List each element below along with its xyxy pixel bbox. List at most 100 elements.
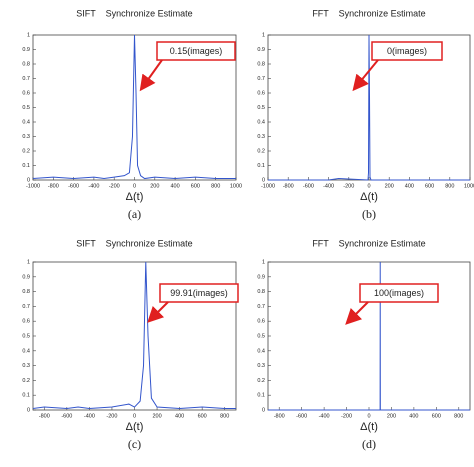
x-tick-label: -600 bbox=[296, 413, 307, 419]
x-tick-label: -1000 bbox=[26, 183, 40, 189]
y-tick-label: 0 bbox=[262, 177, 265, 183]
data-line bbox=[268, 34, 470, 181]
caption: (c) bbox=[128, 437, 141, 451]
x-tick-label: -200 bbox=[343, 183, 354, 189]
x-tick-label: 800 bbox=[454, 413, 463, 419]
annotation: 0.15(images) bbox=[170, 46, 223, 56]
y-tick-label: 0.1 bbox=[257, 163, 265, 169]
x-tick-label: -400 bbox=[323, 183, 334, 189]
x-tick-label: -400 bbox=[84, 413, 95, 419]
data-line bbox=[32, 34, 236, 180]
y-tick-label: 1 bbox=[262, 259, 265, 265]
x-tick-label: 800 bbox=[220, 413, 229, 419]
x-axis-label: Δ(t) bbox=[126, 421, 144, 433]
x-tick-label: -400 bbox=[88, 183, 99, 189]
x-tick-label: 0 bbox=[133, 183, 136, 189]
x-tick-label: 200 bbox=[387, 413, 396, 419]
x-tick-label: -200 bbox=[109, 183, 120, 189]
y-tick-label: 0.5 bbox=[22, 105, 30, 111]
x-tick-label: 600 bbox=[198, 413, 207, 419]
chart-title: FFT Synchronize Estimate bbox=[312, 238, 425, 248]
y-tick-label: 0.2 bbox=[22, 378, 30, 384]
x-tick-label: 1000 bbox=[230, 183, 242, 189]
caption: (b) bbox=[362, 207, 376, 221]
x-tick-label: 200 bbox=[385, 183, 394, 189]
y-tick-label: 0.7 bbox=[257, 304, 265, 310]
y-tick-label: 0.2 bbox=[257, 148, 265, 154]
caption: (d) bbox=[362, 437, 376, 451]
x-tick-label: 1000 bbox=[464, 183, 474, 189]
y-tick-label: 1 bbox=[262, 32, 265, 38]
x-tick-label: -800 bbox=[274, 413, 285, 419]
y-tick-label: 0.8 bbox=[22, 61, 30, 67]
y-tick-label: 0.8 bbox=[257, 61, 265, 67]
y-tick-label: 0.7 bbox=[22, 304, 30, 310]
y-tick-label: 0.4 bbox=[22, 348, 30, 354]
y-tick-label: 0.3 bbox=[22, 134, 30, 140]
y-tick-label: 0 bbox=[27, 177, 30, 183]
x-tick-label: 400 bbox=[405, 183, 414, 189]
chart-title: SIFT Synchronize Estimate bbox=[76, 8, 192, 18]
y-tick-label: 0.5 bbox=[257, 333, 265, 339]
annotation: 99.91(images) bbox=[170, 288, 228, 298]
annotation-box bbox=[156, 41, 236, 61]
x-tick-label: 200 bbox=[150, 183, 159, 189]
y-tick-label: 0.3 bbox=[257, 363, 265, 369]
x-axis-label: Δ(t) bbox=[360, 421, 378, 433]
y-tick-label: 0.2 bbox=[22, 148, 30, 154]
annotation: 0(images) bbox=[387, 46, 427, 56]
y-tick-label: 0.6 bbox=[257, 90, 265, 96]
x-tick-label: -200 bbox=[341, 413, 352, 419]
x-tick-label: -600 bbox=[68, 183, 79, 189]
y-tick-label: 0.6 bbox=[22, 319, 30, 325]
annotation-arrow bbox=[139, 59, 163, 92]
y-tick-label: 0.8 bbox=[22, 289, 30, 295]
caption: (a) bbox=[128, 207, 141, 221]
y-tick-label: 0.5 bbox=[22, 333, 30, 339]
x-tick-label: 200 bbox=[152, 413, 161, 419]
y-tick-label: 0.9 bbox=[257, 47, 265, 53]
x-tick-label: 800 bbox=[211, 183, 220, 189]
data-line bbox=[268, 261, 470, 411]
x-tick-label: -600 bbox=[303, 183, 314, 189]
x-tick-label: 400 bbox=[175, 413, 184, 419]
x-tick-label: 600 bbox=[425, 183, 434, 189]
chart-title: SIFT Synchronize Estimate bbox=[76, 238, 192, 248]
x-tick-label: 600 bbox=[191, 183, 200, 189]
x-tick-label: -800 bbox=[39, 413, 50, 419]
x-axis-label: Δ(t) bbox=[126, 191, 144, 203]
x-tick-label: -1000 bbox=[261, 183, 275, 189]
data-line bbox=[32, 261, 236, 410]
y-tick-label: 1 bbox=[27, 259, 30, 265]
y-tick-label: 0.1 bbox=[22, 163, 30, 169]
y-tick-label: 0.8 bbox=[257, 289, 265, 295]
y-tick-label: 0.7 bbox=[257, 76, 265, 82]
y-tick-label: 0.6 bbox=[22, 90, 30, 96]
x-tick-label: -600 bbox=[61, 413, 72, 419]
y-tick-label: 0.4 bbox=[257, 348, 265, 354]
y-tick-label: 0.4 bbox=[22, 119, 30, 125]
x-tick-label: -800 bbox=[48, 183, 59, 189]
x-tick-label: -800 bbox=[283, 183, 294, 189]
y-tick-label: 0.5 bbox=[257, 105, 265, 111]
annotation-box bbox=[359, 283, 439, 303]
x-tick-label: 0 bbox=[367, 413, 370, 419]
y-tick-label: 1 bbox=[27, 32, 30, 38]
y-tick-label: 0.2 bbox=[257, 378, 265, 384]
y-tick-label: 0.7 bbox=[22, 76, 30, 82]
y-tick-label: 0.3 bbox=[257, 134, 265, 140]
x-tick-label: -400 bbox=[319, 413, 330, 419]
x-tick-label: 0 bbox=[367, 183, 370, 189]
y-tick-label: 0.6 bbox=[257, 319, 265, 325]
annotation-box bbox=[371, 41, 443, 61]
annotation-arrow bbox=[345, 301, 369, 325]
x-axis-label: Δ(t) bbox=[360, 191, 378, 203]
annotation-arrow bbox=[352, 59, 379, 92]
x-tick-label: 400 bbox=[409, 413, 418, 419]
chart-title: FFT Synchronize Estimate bbox=[312, 8, 425, 18]
x-tick-label: 0 bbox=[133, 413, 136, 419]
y-tick-label: 0 bbox=[262, 407, 265, 413]
y-tick-label: 0.3 bbox=[22, 363, 30, 369]
annotation: 100(images) bbox=[374, 288, 424, 298]
